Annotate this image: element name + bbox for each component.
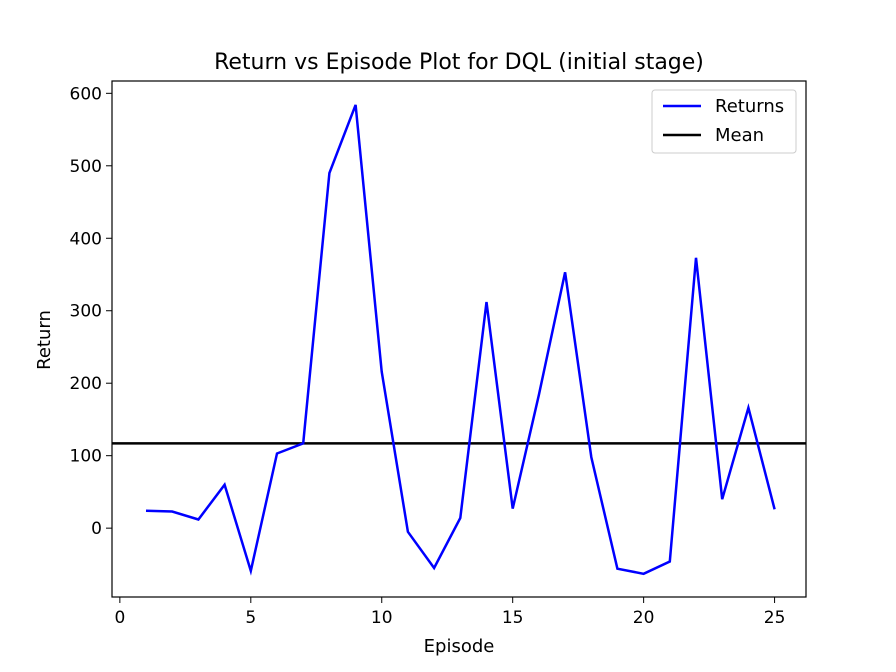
x-tick-label: 10 <box>371 608 393 628</box>
y-tick-label: 200 <box>70 374 102 394</box>
y-tick-label: 600 <box>70 84 102 104</box>
x-tick-label: 5 <box>245 608 256 628</box>
x-tick-label: 25 <box>764 608 786 628</box>
x-tick-label: 0 <box>114 608 125 628</box>
y-tick-label: 300 <box>70 302 102 322</box>
plot-area: 0 5 10 15 20 25 0 100 200 300 400 500 600 <box>70 80 807 628</box>
y-axis-label: Return <box>34 310 55 370</box>
x-tick-label: 20 <box>633 608 655 628</box>
x-tick-label: 15 <box>502 608 524 628</box>
y-tick-label: 500 <box>70 157 102 177</box>
x-axis-label: Episode <box>424 636 495 657</box>
legend-label-returns: Returns <box>715 96 784 117</box>
returns-series-line <box>145 104 776 576</box>
legend-label-mean: Mean <box>715 125 764 146</box>
legend: Returns Mean <box>651 89 797 154</box>
y-tick-label: 0 <box>91 519 102 539</box>
y-tick-label: 100 <box>70 447 102 467</box>
plot-frame <box>111 80 807 598</box>
y-tick-label: 400 <box>70 229 102 249</box>
chart-title: Return vs Episode Plot for DQL (initial … <box>214 50 704 75</box>
